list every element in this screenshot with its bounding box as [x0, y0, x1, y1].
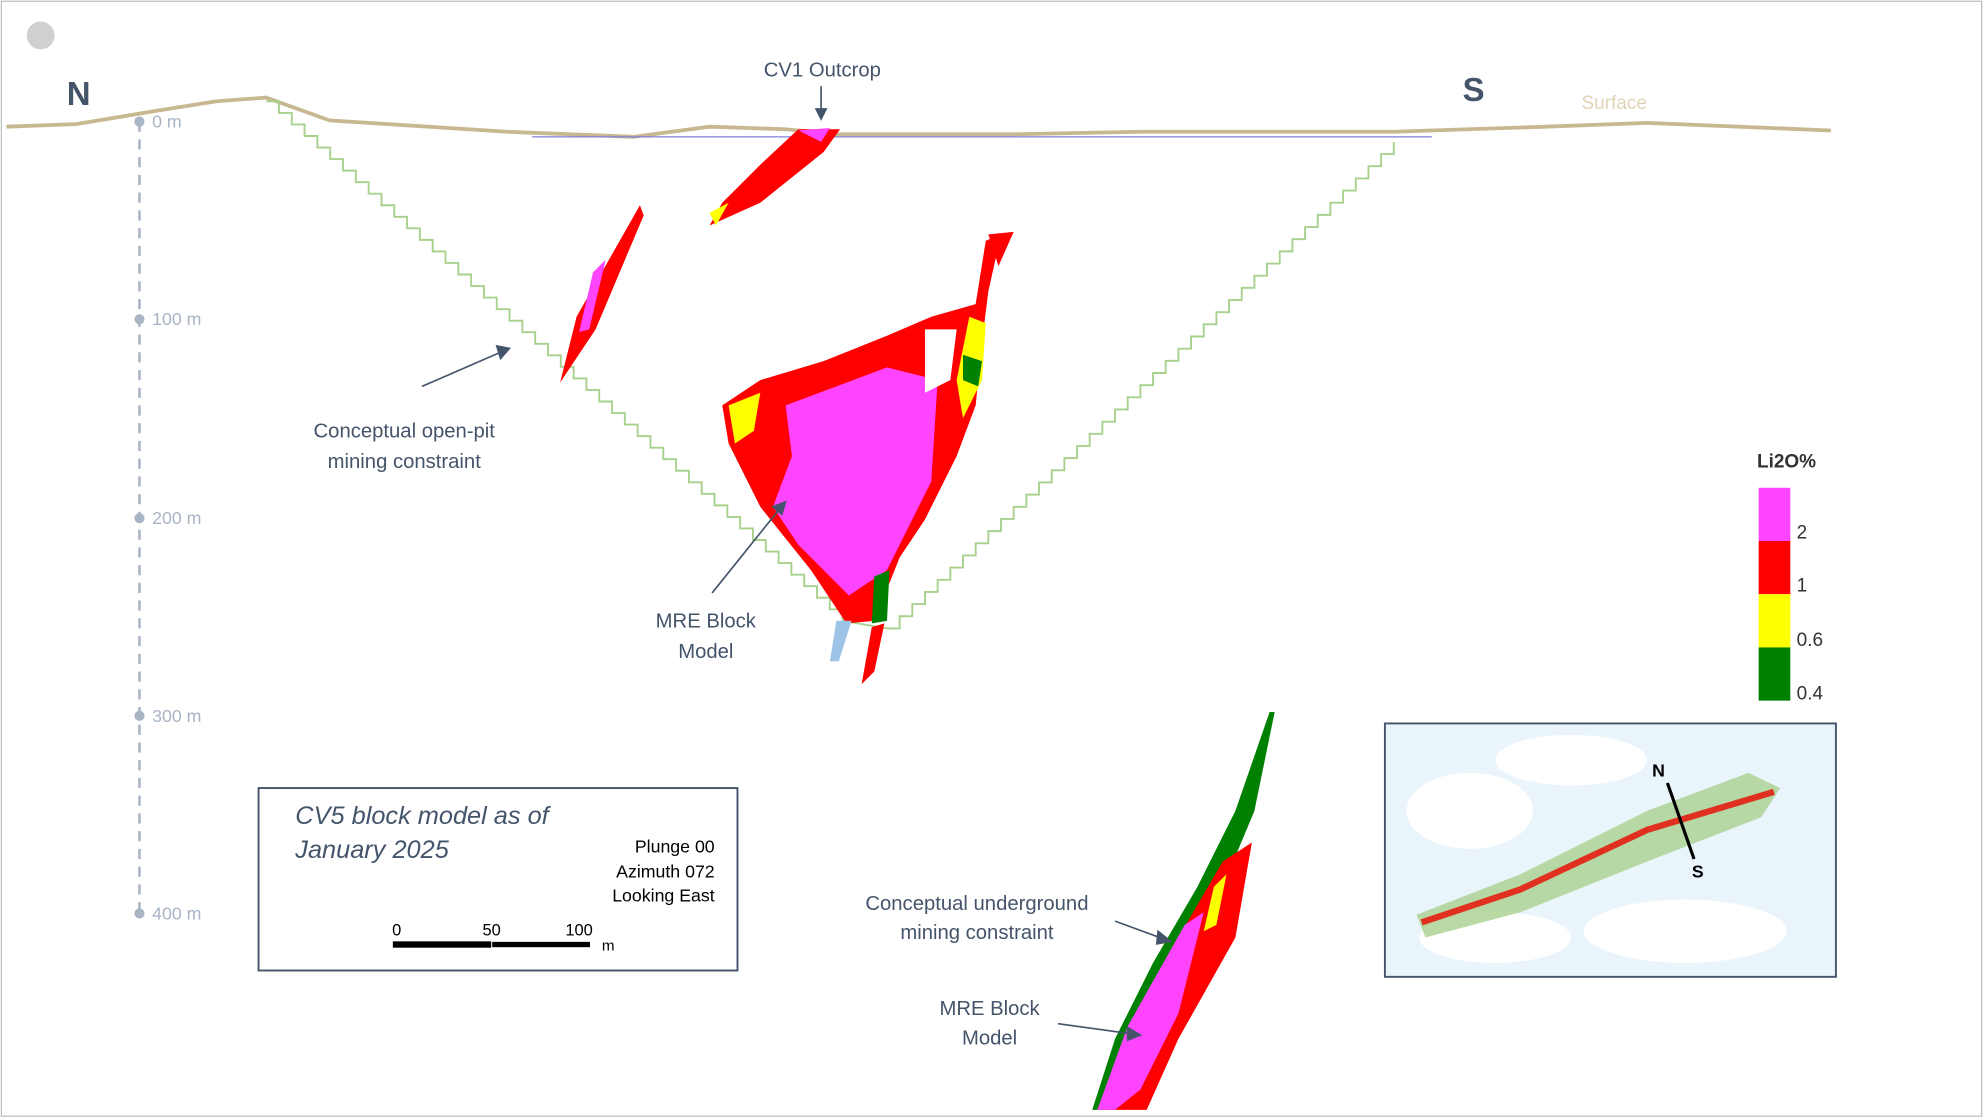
main-block-gap: [924, 329, 957, 393]
scale-bar: [392, 941, 492, 948]
outcrop-body: [709, 129, 841, 226]
north-lens: [560, 205, 644, 383]
underground-label: mining constraint: [900, 922, 1054, 944]
main-block-model: [988, 231, 1014, 267]
icon: [26, 21, 55, 50]
open-pit-label: mining constraint: [328, 451, 482, 473]
scale-bar: [491, 940, 592, 949]
depth-label: 300 m: [152, 706, 201, 726]
surface-label: Surface: [1581, 93, 1646, 114]
inset-land: [1406, 734, 1787, 963]
inset-section-line: [1665, 782, 1696, 860]
open-pit-outline: [266, 100, 1395, 630]
scale-unit: m: [602, 937, 615, 954]
depth-label: 200 m: [152, 508, 201, 528]
main-block-model: [728, 392, 761, 444]
legend-label: 2: [1797, 522, 1808, 543]
legend-swatch: [1758, 487, 1791, 541]
depth-ticks: [134, 116, 145, 919]
inset-south: S: [1692, 862, 1704, 882]
scale-label: 0: [392, 922, 401, 940]
south-label: S: [1463, 71, 1485, 108]
north-lens: [579, 259, 606, 332]
depth-label: 100 m: [152, 309, 201, 329]
depth-label: 0 m: [152, 112, 182, 132]
legend-swatch: [1758, 594, 1791, 648]
legend-title: Li2O%: [1757, 451, 1816, 472]
scale-label: 100: [565, 922, 592, 940]
outcrop-body: [798, 127, 830, 142]
underground-block-model: [1097, 912, 1204, 1110]
orientation-text: Looking East: [612, 886, 715, 906]
open-pit-label: Conceptual open-pit: [314, 420, 496, 442]
caption-box: [257, 787, 739, 972]
outcrop-body: [709, 202, 729, 226]
inset-deposit: [1420, 788, 1775, 926]
callout-arrows: [421, 86, 1173, 1042]
underground-block-model: [1203, 874, 1227, 932]
block-model-label: MRE Block: [656, 610, 757, 632]
block-model-label: Model: [678, 641, 733, 663]
legend-label: 0.4: [1797, 683, 1824, 704]
orientation-text: Plunge 00: [635, 836, 715, 856]
main-block-model: [962, 354, 982, 387]
inset-north: N: [1652, 760, 1665, 780]
legend-swatch: [1758, 540, 1791, 595]
outcrop-label: CV1 Outcrop: [764, 59, 881, 81]
orientation-text: Azimuth 072: [616, 862, 715, 882]
main-block-model: [861, 623, 885, 685]
caption-title: January 2025: [294, 836, 449, 864]
scale-label: 50: [483, 922, 501, 940]
main-block-model: [772, 367, 938, 596]
legend-swatch: [1758, 647, 1791, 701]
caption-title: CV5 block model as of: [295, 802, 551, 830]
main-block-model: [871, 570, 890, 624]
underground-hint: [829, 620, 852, 662]
north-label: N: [67, 75, 91, 112]
legend-label: 0.6: [1797, 630, 1823, 651]
underground-block-label: MRE Block: [939, 998, 1040, 1020]
underground-block-label: Model: [962, 1027, 1017, 1049]
legend-label: 1: [1797, 576, 1808, 597]
underground-label: Conceptual underground: [865, 893, 1088, 915]
depth-label: 400 m: [152, 903, 201, 923]
surface-line: [6, 95, 1831, 139]
